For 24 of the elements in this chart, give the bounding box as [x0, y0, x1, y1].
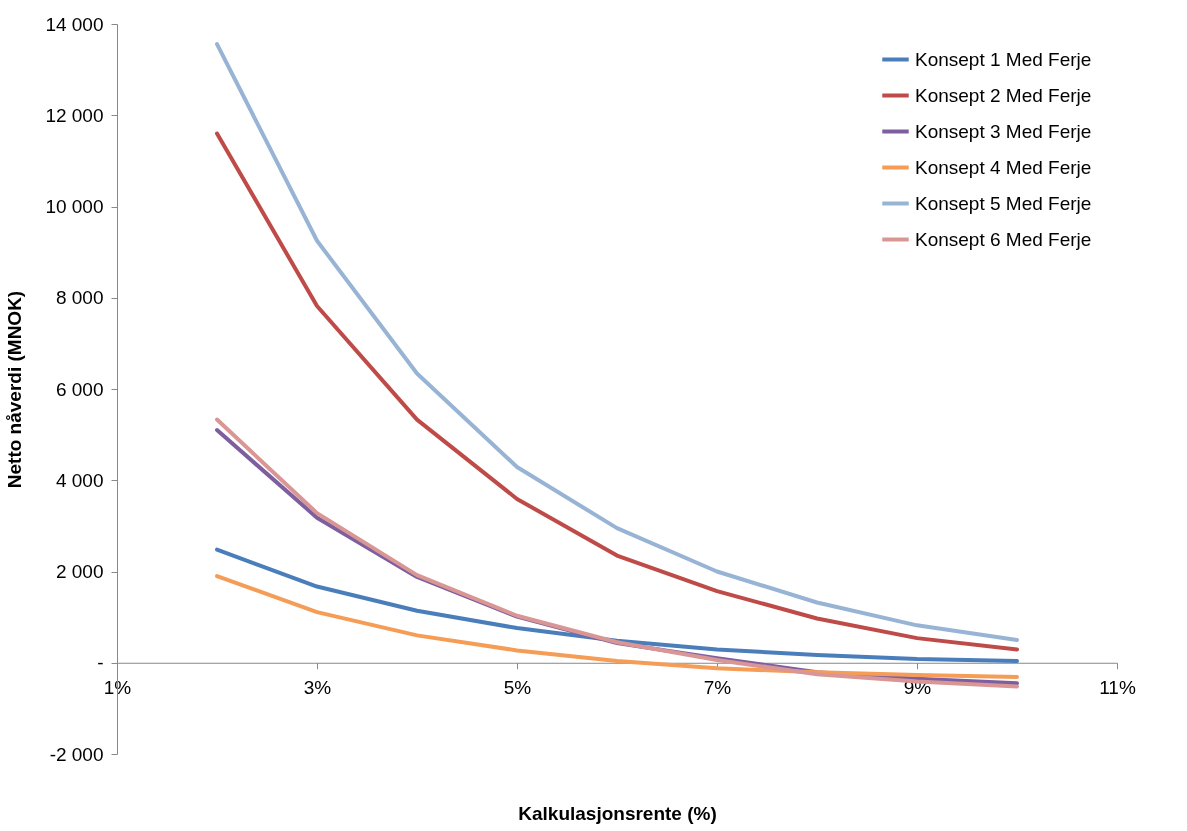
x-axis-title: Kalkulasjonsrente (%)	[518, 802, 717, 824]
x-tick-label: 7%	[703, 677, 732, 699]
y-tick-label: 6 000	[55, 378, 104, 400]
x-tick-label: 3%	[303, 677, 332, 699]
x-tick-label: 1%	[103, 677, 132, 699]
y-tick-label: 8 000	[55, 287, 104, 309]
legend-label: Konsept 3 Med Ferje	[915, 120, 1092, 142]
y-tick-label: 2 000	[55, 561, 104, 582]
y-tick-label: 14 000	[45, 13, 104, 35]
y-tick-label: 10 000	[45, 196, 104, 217]
x-tick-label: 11%	[1099, 677, 1136, 699]
y-tick-label: -	[97, 652, 104, 674]
x-tick-label: 5%	[503, 677, 532, 699]
legend-label: Konsept 1 Med Ferje	[915, 48, 1092, 70]
y-tick-label: -2 000	[49, 743, 104, 765]
legend-label: Konsept 5 Med Ferje	[915, 192, 1092, 214]
legend-label: Konsept 6 Med Ferje	[915, 228, 1092, 250]
legend-label: Konsept 4 Med Ferje	[915, 156, 1092, 178]
y-tick-label: 4 000	[55, 469, 104, 491]
line-series	[215, 574, 1019, 679]
legend-label: Konsept 2 Med Ferje	[915, 84, 1092, 106]
y-axis-title: Netto nåverdi (MNOK)	[4, 290, 26, 489]
y-tick-label: 12 000	[45, 104, 104, 126]
line-series	[215, 547, 1019, 663]
